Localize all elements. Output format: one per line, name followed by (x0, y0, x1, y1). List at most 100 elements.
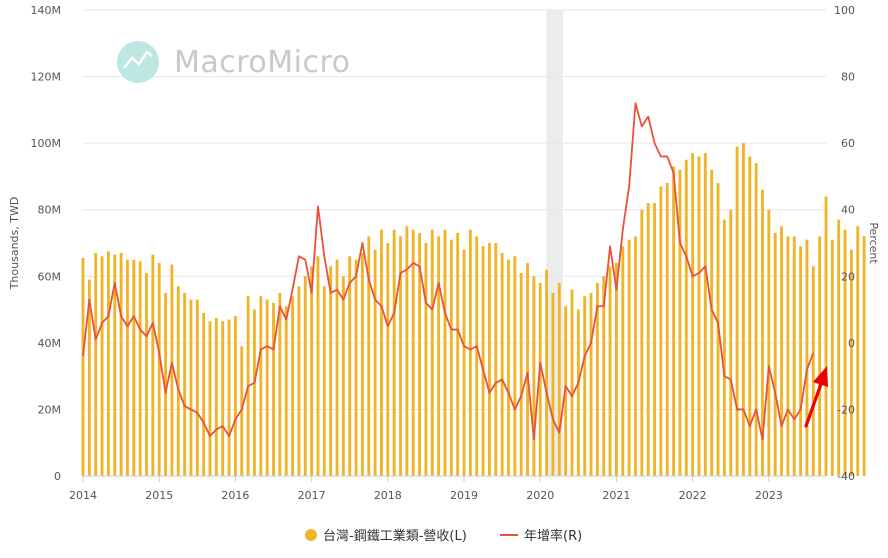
revenue-bar[interactable] (437, 236, 441, 476)
revenue-bar[interactable] (615, 262, 618, 476)
revenue-bar[interactable] (462, 249, 466, 476)
revenue-bar[interactable] (380, 229, 383, 476)
revenue-bar[interactable] (767, 209, 771, 476)
revenue-bar[interactable] (710, 169, 714, 476)
revenue-bar[interactable] (424, 243, 428, 476)
revenue-bar[interactable] (805, 239, 809, 476)
revenue-bar[interactable] (164, 292, 167, 476)
revenue-bar[interactable] (100, 256, 104, 476)
revenue-bar[interactable] (602, 276, 606, 476)
revenue-bar[interactable] (729, 209, 733, 476)
revenue-bar[interactable] (703, 153, 707, 476)
revenue-bar[interactable] (856, 226, 860, 476)
revenue-bar[interactable] (183, 292, 187, 476)
revenue-bar[interactable] (761, 189, 764, 476)
revenue-bar[interactable] (106, 251, 110, 476)
revenue-bar[interactable] (799, 246, 803, 476)
revenue-bar[interactable] (551, 292, 555, 476)
revenue-bar[interactable] (392, 229, 396, 476)
revenue-bar[interactable] (360, 252, 364, 476)
revenue-bar[interactable] (322, 286, 326, 476)
revenue-bar[interactable] (754, 163, 758, 476)
revenue-bar[interactable] (119, 252, 123, 476)
revenue-bar[interactable] (418, 233, 422, 476)
revenue-bar[interactable] (722, 219, 726, 476)
revenue-bar[interactable] (214, 317, 218, 476)
revenue-bar[interactable] (259, 296, 263, 476)
revenue-bar[interactable] (138, 261, 142, 476)
revenue-bar[interactable] (126, 259, 129, 476)
revenue-bar[interactable] (748, 156, 752, 476)
revenue-bar[interactable] (170, 264, 174, 476)
revenue-bar[interactable] (608, 266, 612, 476)
revenue-bar[interactable] (811, 266, 815, 476)
revenue-bar[interactable] (684, 159, 688, 477)
revenue-bar[interactable] (291, 296, 294, 476)
revenue-bar[interactable] (742, 143, 745, 476)
revenue-bar[interactable] (227, 319, 231, 476)
revenue-bar[interactable] (329, 266, 333, 476)
revenue-bar[interactable] (208, 321, 212, 476)
revenue-bar[interactable] (399, 236, 402, 476)
revenue-bar[interactable] (456, 233, 460, 476)
revenue-bar[interactable] (735, 146, 739, 476)
revenue-bar[interactable] (405, 226, 409, 476)
revenue-bar[interactable] (697, 156, 701, 476)
revenue-bar[interactable] (659, 186, 663, 476)
revenue-bar[interactable] (151, 254, 155, 476)
revenue-bar[interactable] (621, 246, 625, 476)
revenue-bar[interactable] (272, 302, 275, 476)
revenue-bar[interactable] (341, 276, 345, 476)
revenue-bar[interactable] (653, 203, 656, 477)
revenue-bar[interactable] (583, 296, 587, 476)
revenue-bar[interactable] (297, 286, 301, 476)
revenue-bar[interactable] (233, 316, 237, 476)
revenue-bar[interactable] (843, 229, 847, 476)
revenue-bar[interactable] (862, 236, 866, 476)
revenue-bar[interactable] (475, 236, 479, 476)
revenue-bar[interactable] (278, 292, 282, 476)
revenue-bar[interactable] (627, 239, 631, 476)
revenue-bar[interactable] (316, 256, 320, 476)
revenue-bar[interactable] (348, 256, 352, 476)
revenue-bar[interactable] (500, 252, 504, 476)
revenue-bar[interactable] (557, 282, 561, 476)
revenue-bar[interactable] (595, 282, 599, 476)
revenue-bar[interactable] (354, 259, 358, 476)
revenue-bar[interactable] (538, 282, 542, 476)
revenue-bar[interactable] (335, 259, 339, 476)
revenue-bar[interactable] (94, 252, 98, 476)
revenue-bar[interactable] (570, 289, 574, 476)
revenue-bar[interactable] (449, 239, 453, 476)
revenue-bar[interactable] (837, 219, 841, 476)
revenue-bar[interactable] (780, 226, 783, 476)
revenue-bar[interactable] (507, 259, 510, 476)
revenue-bar[interactable] (589, 292, 593, 476)
revenue-bar[interactable] (634, 236, 637, 476)
revenue-bar[interactable] (830, 239, 834, 476)
revenue-bar[interactable] (494, 243, 498, 476)
revenue-bar[interactable] (640, 209, 644, 476)
revenue-bar[interactable] (786, 236, 790, 476)
revenue-bar[interactable] (792, 236, 796, 476)
revenue-bar[interactable] (526, 262, 529, 476)
revenue-bar[interactable] (265, 299, 269, 476)
revenue-bar[interactable] (849, 249, 853, 476)
revenue-bar[interactable] (672, 166, 676, 476)
revenue-bar[interactable] (310, 266, 314, 476)
revenue-bar[interactable] (824, 196, 828, 476)
revenue-bar[interactable] (532, 276, 536, 476)
revenue-bar[interactable] (132, 259, 136, 476)
revenue-bar[interactable] (430, 229, 434, 476)
revenue-bar[interactable] (691, 153, 695, 476)
revenue-bar[interactable] (176, 286, 180, 476)
revenue-bar[interactable] (519, 272, 523, 476)
revenue-bar[interactable] (373, 249, 377, 476)
revenue-bar[interactable] (189, 299, 193, 476)
revenue-bar[interactable] (81, 257, 85, 476)
revenue-bar[interactable] (646, 203, 650, 477)
revenue-bar[interactable] (202, 312, 206, 476)
revenue-bar[interactable] (157, 262, 161, 476)
revenue-bar[interactable] (221, 321, 225, 476)
revenue-bar[interactable] (87, 279, 91, 476)
